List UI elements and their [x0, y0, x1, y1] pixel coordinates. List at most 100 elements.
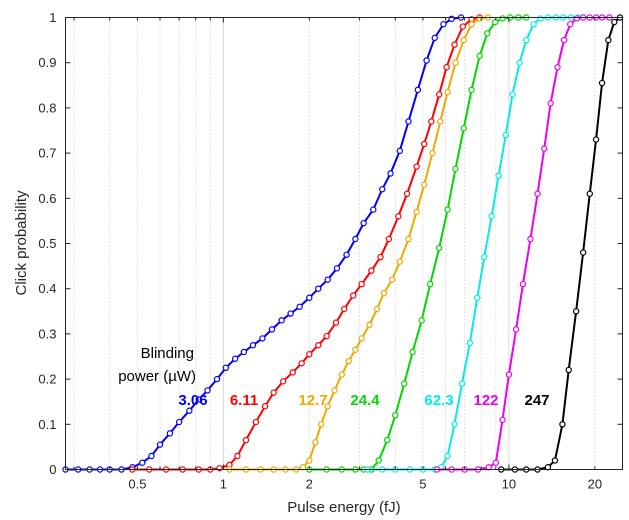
- data-point: [499, 15, 506, 22]
- series-label-3.06: 3.06: [178, 392, 207, 409]
- data-point: [332, 319, 340, 326]
- data-point: [551, 457, 559, 464]
- series-3.06: [62, 14, 465, 473]
- data-point: [565, 366, 572, 374]
- data-point: [268, 326, 276, 333]
- data-point: [605, 36, 612, 44]
- data-point: [405, 118, 412, 125]
- data-point: [396, 147, 404, 155]
- data-point: [519, 280, 527, 288]
- data-point: [373, 305, 381, 313]
- data-point: [491, 18, 499, 26]
- data-point: [324, 403, 331, 410]
- data-point: [270, 389, 277, 396]
- data-point: [358, 335, 365, 342]
- data-point: [403, 190, 411, 197]
- data-point: [534, 190, 541, 197]
- data-point: [287, 310, 294, 317]
- data-point: [435, 244, 443, 252]
- data-point: [323, 332, 330, 340]
- data-point: [195, 396, 202, 403]
- data-point: [505, 371, 513, 378]
- legend-title-line2: power (µW): [118, 368, 196, 385]
- data-point: [512, 326, 520, 333]
- y-tick-label: 0.1: [38, 417, 56, 432]
- legend-title-line1: Blinding: [141, 345, 194, 362]
- data-point: [222, 364, 230, 371]
- data-point: [509, 91, 516, 98]
- data-point: [444, 88, 451, 96]
- axis-ticks: [65, 17, 623, 470]
- data-point: [306, 294, 313, 301]
- data-point: [338, 371, 346, 378]
- data-point: [530, 21, 537, 28]
- y-tick-label: 0.6: [38, 191, 56, 206]
- x-tick-label: 1: [220, 477, 227, 492]
- data-point: [352, 235, 359, 243]
- data-point: [423, 57, 430, 64]
- data-point: [488, 213, 495, 220]
- series-label-247: 247: [524, 392, 549, 409]
- data-point: [306, 457, 313, 464]
- data-point: [560, 36, 568, 44]
- data-point: [259, 335, 266, 342]
- y-tick-label: 0.7: [38, 146, 56, 161]
- data-point: [385, 235, 393, 243]
- data-point: [401, 380, 408, 387]
- y-axis-title: Click probability: [13, 190, 30, 296]
- data-point: [249, 342, 257, 349]
- data-point: [592, 136, 600, 143]
- data-point: [440, 21, 447, 28]
- data-point: [527, 235, 534, 243]
- data-point: [444, 452, 451, 460]
- data-point: [443, 64, 450, 71]
- data-point: [409, 348, 416, 356]
- series-label-12.7: 12.7: [298, 392, 327, 409]
- data-point: [418, 317, 425, 324]
- data-point: [452, 59, 459, 66]
- data-point: [186, 407, 193, 414]
- data-point: [298, 360, 305, 367]
- data-point: [466, 339, 474, 347]
- data-point: [317, 421, 325, 428]
- data-point: [611, 18, 618, 26]
- grid-lines: [73, 17, 596, 470]
- data-point: [474, 294, 481, 301]
- data-point: [380, 290, 388, 297]
- data-point: [242, 436, 250, 444]
- data-point: [166, 430, 174, 437]
- data-point: [395, 213, 402, 220]
- data-point: [175, 418, 183, 426]
- data-point: [378, 186, 386, 193]
- data-point: [573, 15, 581, 22]
- y-tick-label: 0: [49, 462, 56, 477]
- x-axis-title: Pulse energy (fJ): [287, 499, 400, 516]
- data-point: [405, 235, 412, 243]
- data-point: [567, 21, 574, 28]
- data-point: [375, 457, 382, 464]
- data-point: [204, 387, 211, 394]
- data-point: [331, 387, 338, 394]
- data-point: [368, 267, 375, 274]
- data-point: [435, 91, 443, 98]
- y-tick-label: 0.2: [38, 372, 56, 387]
- x-tick-label: 2: [306, 477, 313, 492]
- data-point: [388, 276, 396, 283]
- data-point: [458, 380, 466, 387]
- data-point: [420, 140, 428, 148]
- data-point: [426, 280, 434, 288]
- data-point: [554, 64, 561, 71]
- data-point: [547, 100, 554, 107]
- y-tick-label: 0.5: [38, 236, 56, 251]
- data-point: [579, 249, 587, 256]
- series-value-labels: 3.06 6.11 12.7 24.4 62.3 122 247: [178, 392, 549, 409]
- data-point: [481, 253, 488, 261]
- data-point: [431, 34, 438, 42]
- data-point: [139, 459, 146, 466]
- data-point: [476, 52, 483, 60]
- series-label-122: 122: [473, 392, 498, 409]
- data-point: [492, 459, 500, 466]
- data-point: [460, 36, 467, 44]
- data-point: [516, 59, 523, 66]
- data-point: [572, 308, 580, 315]
